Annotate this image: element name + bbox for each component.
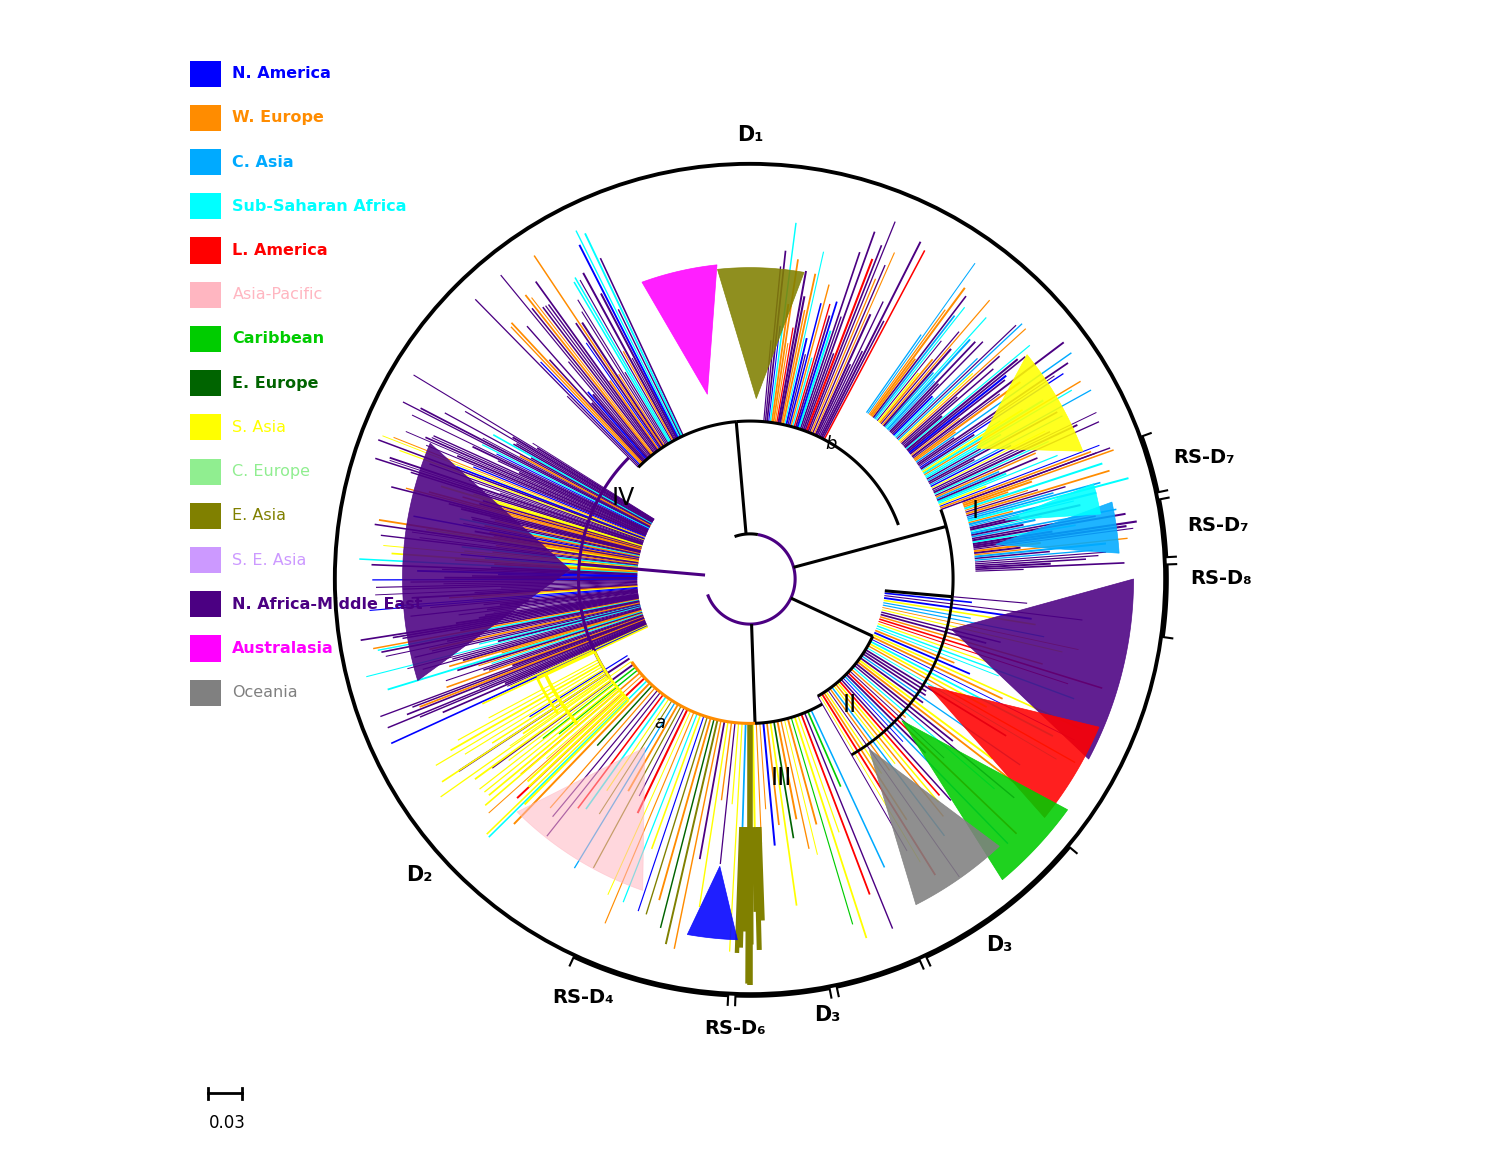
- Text: W. Europe: W. Europe: [232, 110, 324, 125]
- Text: D₁: D₁: [736, 125, 764, 145]
- Polygon shape: [717, 267, 804, 398]
- Text: E. Asia: E. Asia: [232, 508, 286, 523]
- Text: N. America: N. America: [232, 66, 332, 81]
- FancyBboxPatch shape: [190, 193, 220, 219]
- FancyBboxPatch shape: [190, 325, 220, 352]
- FancyBboxPatch shape: [190, 149, 220, 175]
- Text: RS-D₈: RS-D₈: [1190, 570, 1252, 588]
- Text: D₃: D₃: [815, 1005, 840, 1025]
- Text: S. E. Asia: S. E. Asia: [232, 552, 308, 567]
- Text: N. Africa-Middle East: N. Africa-Middle East: [232, 596, 423, 611]
- Text: Australasia: Australasia: [232, 642, 334, 655]
- Text: a: a: [654, 714, 664, 732]
- Polygon shape: [402, 444, 570, 681]
- Text: III: III: [771, 765, 792, 790]
- Text: I: I: [972, 499, 980, 523]
- FancyBboxPatch shape: [190, 60, 220, 87]
- Polygon shape: [1005, 484, 1101, 520]
- Text: RS-D₇: RS-D₇: [1173, 448, 1234, 467]
- FancyBboxPatch shape: [190, 592, 220, 617]
- Text: D₃: D₃: [987, 936, 1012, 955]
- Text: D₂: D₂: [406, 865, 432, 885]
- FancyBboxPatch shape: [190, 415, 220, 440]
- Polygon shape: [951, 579, 1134, 760]
- FancyBboxPatch shape: [190, 503, 220, 529]
- Text: E. Europe: E. Europe: [232, 375, 320, 390]
- Polygon shape: [996, 503, 1119, 554]
- Polygon shape: [642, 265, 717, 395]
- Text: C. Europe: C. Europe: [232, 464, 310, 479]
- FancyBboxPatch shape: [190, 459, 220, 485]
- Polygon shape: [976, 354, 1083, 452]
- Text: 0.03: 0.03: [209, 1114, 246, 1131]
- FancyBboxPatch shape: [190, 371, 220, 396]
- Polygon shape: [928, 686, 1100, 818]
- Text: b: b: [825, 434, 837, 453]
- Text: S. Asia: S. Asia: [232, 420, 286, 435]
- FancyBboxPatch shape: [190, 680, 220, 706]
- Text: C. Asia: C. Asia: [232, 154, 294, 169]
- Text: RS-D₄: RS-D₄: [552, 988, 614, 1007]
- Polygon shape: [902, 720, 1068, 880]
- FancyBboxPatch shape: [190, 237, 220, 264]
- FancyBboxPatch shape: [190, 636, 220, 661]
- Text: Caribbean: Caribbean: [232, 331, 324, 346]
- FancyBboxPatch shape: [190, 281, 220, 308]
- Text: L. America: L. America: [232, 243, 328, 258]
- Polygon shape: [868, 749, 999, 904]
- Text: RS-D₇: RS-D₇: [1186, 515, 1248, 535]
- Text: II: II: [842, 694, 856, 717]
- Text: RS-D₆: RS-D₆: [704, 1019, 765, 1038]
- FancyBboxPatch shape: [190, 547, 220, 573]
- Text: IV: IV: [612, 485, 636, 510]
- Polygon shape: [518, 747, 645, 891]
- FancyBboxPatch shape: [190, 104, 220, 131]
- Text: Asia-Pacific: Asia-Pacific: [232, 287, 322, 302]
- Text: Oceania: Oceania: [232, 686, 298, 701]
- Polygon shape: [687, 866, 738, 940]
- Text: Sub-Saharan Africa: Sub-Saharan Africa: [232, 199, 406, 214]
